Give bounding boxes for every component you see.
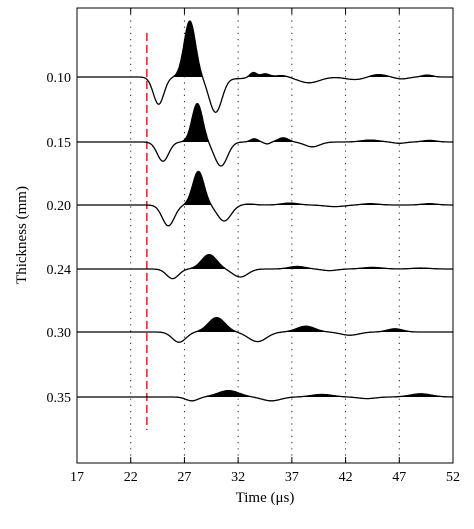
x-tick-label-47: 47 xyxy=(392,470,406,485)
trace-0.15 xyxy=(77,102,453,167)
x-axis-ticks: 17 22 27 32 37 42 47 52 xyxy=(70,8,460,485)
x-tick-label-27: 27 xyxy=(177,470,191,485)
grid-lines xyxy=(130,8,400,463)
y-tick-label-0.20: 0.20 xyxy=(47,199,72,214)
y-axis-ticks: 0.10 0.15 0.20 0.24 0.30 0.35 xyxy=(47,71,83,406)
plot-frame xyxy=(76,7,454,464)
y-tick-label-0.10: 0.10 xyxy=(47,71,72,86)
trace-fill-0.30 xyxy=(196,317,412,332)
trace-0.20 xyxy=(77,170,453,227)
trace-0.30 xyxy=(77,316,453,343)
trace-0.24 xyxy=(77,253,453,280)
trace-0.35 xyxy=(77,389,453,402)
traces xyxy=(77,20,453,402)
y-tick-label-0.30: 0.30 xyxy=(47,326,72,341)
x-tick-label-32: 32 xyxy=(231,470,245,485)
x-tick-label-17: 17 xyxy=(70,470,84,485)
trace-0.10 xyxy=(77,20,453,113)
x-tick-label-37: 37 xyxy=(285,470,299,485)
trace-fill-0.15 xyxy=(181,103,443,142)
trace-fill-0.10 xyxy=(173,21,438,77)
x-tick-label-52: 52 xyxy=(446,470,460,485)
x-tick-label-42: 42 xyxy=(339,470,353,485)
x-tick-label-22: 22 xyxy=(124,470,138,485)
y-tick-label-0.24: 0.24 xyxy=(47,263,72,278)
y-tick-label-0.35: 0.35 xyxy=(47,391,72,406)
y-axis-title: Thickness (mm) xyxy=(14,186,30,284)
trace-fill-0.20 xyxy=(183,171,443,205)
x-axis-title: Time (μs) xyxy=(236,490,295,506)
y-tick-label-0.15: 0.15 xyxy=(47,136,72,151)
trace-fill-0.24 xyxy=(189,254,435,269)
